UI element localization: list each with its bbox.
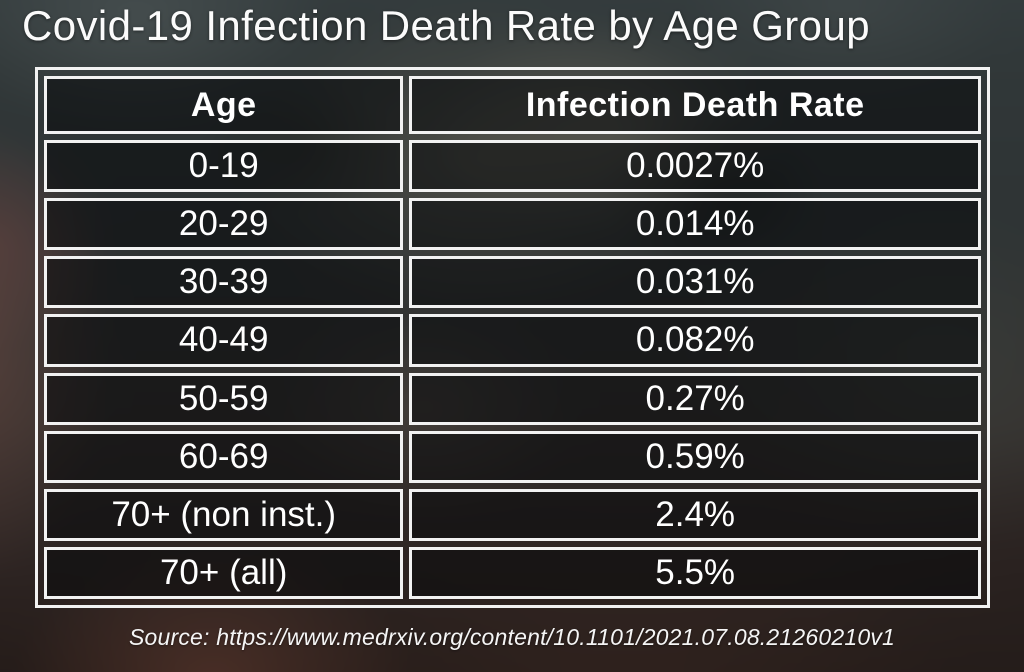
age-cell: 70+ (all) [44, 546, 404, 599]
table-row: 50-59 0.27% [44, 372, 981, 425]
rate-cell: 0.0027% [409, 140, 981, 193]
rate-cell: 0.082% [409, 314, 981, 367]
rate-cell: 5.5% [409, 546, 981, 599]
rate-cell: 2.4% [409, 488, 981, 541]
infection-death-rate-table: Age Infection Death Rate 0-19 0.0027% 20-2… [35, 67, 990, 608]
table-row: 30-39 0.031% [44, 256, 981, 309]
age-column-header: Age [44, 76, 404, 134]
table-row: 0-19 0.0027% [44, 140, 981, 193]
age-cell: 70+ (non inst.) [44, 488, 404, 541]
source-citation: Source: https://www.medrxiv.org/content/… [128, 624, 896, 650]
table-body: 0-19 0.0027% 20-29 0.014% 30-39 0.031% 40-49 0.… [44, 140, 981, 599]
age-cell: 0-19 [44, 140, 404, 193]
rate-cell: 0.59% [409, 430, 981, 483]
page-title: Covid-19 Infection Death Rate by Age Gro… [22, 2, 870, 49]
rate-cell: 0.031% [409, 256, 981, 309]
table-row: 70+ (all) 5.5% [44, 546, 981, 599]
table-row: 20-29 0.014% [44, 198, 981, 251]
table-row: 70+ (non inst.) 2.4% [44, 488, 981, 541]
age-cell: 50-59 [44, 372, 404, 425]
table-header-row: Age Infection Death Rate [44, 76, 981, 134]
rate-cell: 0.014% [409, 198, 981, 251]
table-row: 40-49 0.082% [44, 314, 981, 367]
age-cell: 60-69 [44, 430, 404, 483]
rate-column-header: Infection Death Rate [409, 76, 981, 134]
age-cell: 30-39 [44, 256, 404, 309]
rate-cell: 0.27% [409, 372, 981, 425]
table-row: 60-69 0.59% [44, 430, 981, 483]
age-cell: 20-29 [44, 198, 404, 251]
age-cell: 40-49 [44, 314, 404, 367]
